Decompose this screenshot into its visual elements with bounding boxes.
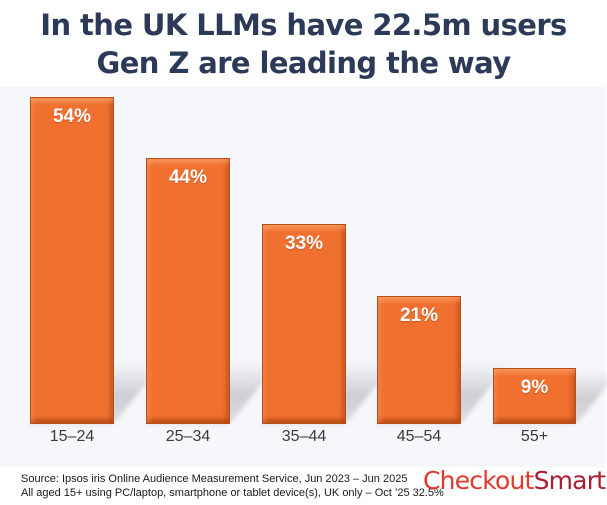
x-axis-label: 55+ — [520, 428, 549, 445]
bar-value-label: 54% — [52, 106, 92, 127]
bar-55-plus: 9% — [493, 368, 576, 424]
bar-value-label: 33% — [284, 233, 324, 254]
bar-25-34: 44% — [146, 158, 230, 424]
bar-group-15-24: 54% 15–24 — [30, 87, 190, 467]
bar-value-label: 21% — [399, 305, 439, 326]
logo-text-smart: Smart — [533, 466, 606, 495]
bar-group-55-plus: 9% 55+ — [493, 87, 607, 467]
chart-panel: 54% 15–24 44% 25–34 33% 35–44 21% 45–54 … — [0, 87, 607, 467]
checkoutsmart-logo: CheckoutSmart — [423, 466, 606, 496]
bar-group-25-34: 44% 25–34 — [146, 87, 306, 467]
bar-15-24: 54% — [30, 97, 114, 424]
source-note: Source: Ipsos iris Online Audience Measu… — [21, 472, 444, 500]
x-axis-label: 45–54 — [396, 428, 442, 445]
logo-text-checkout: Checkout — [423, 466, 534, 495]
bar-35-44: 33% — [262, 224, 346, 424]
bar-value-label: 44% — [168, 167, 208, 188]
chart-title-line1: In the UK LLMs have 22.5m users — [40, 8, 567, 42]
chart-title-line2: Gen Z are leading the way — [96, 46, 512, 80]
bar-value-label: 9% — [520, 377, 549, 398]
source-line-2: All aged 15+ using PC/laptop, smartphone… — [21, 487, 444, 499]
chart-title: In the UK LLMs have 22.5m users Gen Z ar… — [0, 6, 607, 82]
x-axis-label: 15–24 — [49, 428, 95, 445]
bar-group-45-54: 21% 45–54 — [377, 87, 537, 467]
source-line-1: Source: Ipsos iris Online Audience Measu… — [21, 473, 408, 485]
x-axis-label: 25–34 — [165, 428, 211, 445]
bar-group-35-44: 33% 35–44 — [262, 87, 422, 467]
bar-45-54: 21% — [377, 296, 461, 424]
x-axis-label: 35–44 — [281, 428, 327, 445]
